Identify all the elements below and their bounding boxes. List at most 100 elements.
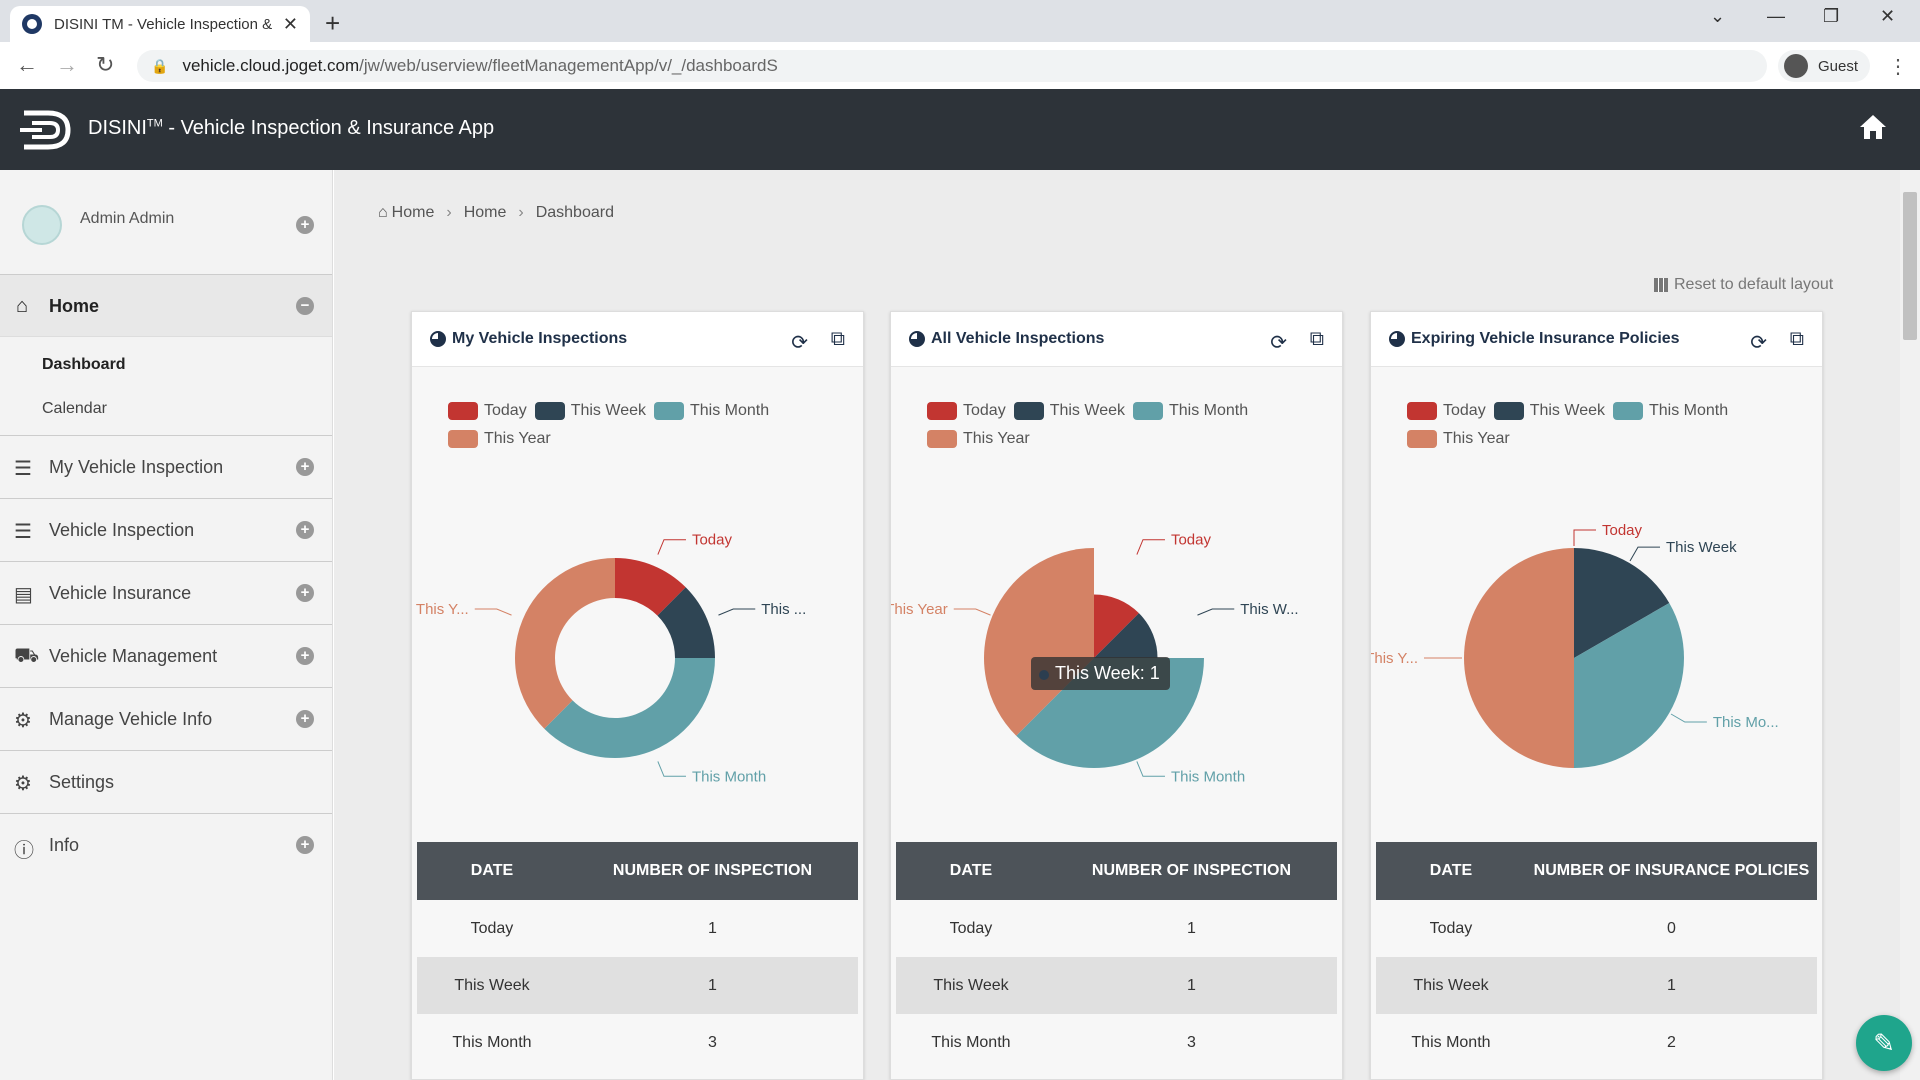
restore-icon[interactable]: ❐ <box>1823 6 1840 26</box>
expand-icon[interactable]: + <box>296 710 314 728</box>
table-cell: Today <box>417 900 567 957</box>
table-row[interactable]: This Month 2 <box>1376 1014 1817 1071</box>
table-row[interactable]: Today 0 <box>1376 900 1817 957</box>
legend-item[interactable]: This Week <box>534 402 646 420</box>
sidebar-item-manage-vehicle-info[interactable]: ⚙ Manage Vehicle Info + <box>0 688 332 751</box>
expand-icon[interactable]: + <box>296 584 314 602</box>
refresh-icon[interactable]: ⟳ <box>1750 332 1767 354</box>
table-cell: 2 <box>1525 1014 1817 1071</box>
app-logo-icon[interactable] <box>18 107 74 153</box>
table-row[interactable]: This Month 3 <box>417 1014 858 1071</box>
column-header[interactable]: DATE <box>1376 842 1526 900</box>
sidebar-item-info[interactable]: ⓘ Info + <box>0 814 332 877</box>
legend-item[interactable]: Today <box>448 402 527 420</box>
legend-item[interactable]: This Week <box>1013 402 1125 420</box>
url-input[interactable]: 🔒 vehicle.cloud.joget.com/jw/web/uservie… <box>137 50 1767 82</box>
sidebar-item-my-vehicle-inspection[interactable]: ☰ My Vehicle Inspection + <box>0 436 332 499</box>
chevron-right-icon: › <box>518 204 524 221</box>
table-row[interactable]: This Week 1 <box>896 957 1337 1014</box>
new-tab-button[interactable]: + <box>325 8 341 38</box>
pie-slice-today[interactable] <box>615 558 686 616</box>
expand-icon[interactable]: + <box>296 836 314 854</box>
refresh-icon[interactable]: ⟳ <box>1270 332 1287 354</box>
url-path: /jw/web/userview/fleetManagementApp/v/_/… <box>359 56 778 75</box>
close-window-icon[interactable]: ✕ <box>1880 6 1896 26</box>
pie-chart[interactable]: Today This Week This Mo... This Y... <box>1371 462 1823 842</box>
external-link-icon[interactable]: ⧉ <box>830 328 845 350</box>
column-header[interactable]: NUMBER OF INSURANCE POLICIES <box>1525 842 1817 900</box>
reload-icon[interactable]: ↻ <box>96 52 115 77</box>
tab-search-icon[interactable]: ⌄ <box>1710 6 1726 26</box>
user-name: Admin Admin <box>80 210 175 227</box>
external-link-icon[interactable]: ⧉ <box>1789 328 1804 350</box>
column-header[interactable]: NUMBER OF INSPECTION <box>1045 842 1337 900</box>
legend-item[interactable]: This Month <box>653 402 769 420</box>
breadcrumb-home[interactable]: Home <box>391 204 435 221</box>
sidebar-item-calendar[interactable]: Calendar <box>42 400 107 417</box>
collapse-icon[interactable]: − <box>296 297 314 315</box>
table-row[interactable]: This Week 1 <box>1376 957 1817 1014</box>
pie-slice-month[interactable] <box>1574 603 1684 768</box>
forward-icon[interactable]: → <box>56 52 78 77</box>
sidebar-item-vehicle-management[interactable]: ⛟ Vehicle Management + <box>0 625 332 688</box>
table-row[interactable]: Today 1 <box>417 900 858 957</box>
breadcrumb-home-2[interactable]: Home <box>463 204 507 221</box>
pie-slice-year[interactable] <box>515 558 615 729</box>
reset-layout-label: Reset to default layout <box>1674 276 1834 293</box>
sidebar-item-home[interactable]: ⌂ Home − <box>0 275 332 337</box>
legend-item[interactable]: This Month <box>1612 402 1728 420</box>
scrollbar-thumb[interactable] <box>1903 192 1917 340</box>
legend-item[interactable]: This Month <box>1132 402 1248 420</box>
legend-swatch <box>1612 402 1643 420</box>
expand-icon[interactable]: + <box>296 216 314 234</box>
pie-slice-week[interactable] <box>1574 548 1670 658</box>
browser-menu-icon[interactable]: ⋮ <box>1888 56 1908 78</box>
legend-item[interactable]: Today <box>1407 402 1486 420</box>
slice-label: Today <box>692 532 733 549</box>
edit-fab-button[interactable]: ✎ <box>1856 1015 1912 1071</box>
vertical-scrollbar[interactable] <box>1900 170 1920 1080</box>
profile-button[interactable]: Guest <box>1778 50 1870 82</box>
column-header[interactable]: NUMBER OF INSPECTION <box>566 842 858 900</box>
label-leader-line <box>1629 546 1660 562</box>
browser-tab[interactable]: DISINI TM - Vehicle Inspection & ✕ <box>10 6 310 42</box>
home-icon[interactable] <box>1858 113 1888 141</box>
legend-item[interactable]: This Year <box>1407 430 1510 448</box>
minimize-icon[interactable]: — <box>1767 6 1785 26</box>
table-row[interactable]: This Week 1 <box>417 957 858 1014</box>
pie-slice-year[interactable] <box>1464 548 1574 768</box>
refresh-icon[interactable]: ⟳ <box>791 332 808 354</box>
pie-slice-today[interactable] <box>1094 594 1139 658</box>
pie-chart[interactable]: Today This ... This Month This Y... <box>412 462 864 842</box>
sidebar-item-settings[interactable]: ⚙ Settings <box>0 751 332 814</box>
table-header-row: DATE NUMBER OF INSPECTION <box>417 842 858 900</box>
reset-layout-button[interactable]: Reset to default layout <box>1654 276 1833 294</box>
table-row[interactable]: This Month 3 <box>896 1014 1337 1071</box>
legend-item[interactable]: This Year <box>448 430 551 448</box>
sidebar-item-vehicle-inspection[interactable]: ☰ Vehicle Inspection + <box>0 499 332 562</box>
legend-item[interactable]: Today <box>927 402 1006 420</box>
expand-icon[interactable]: + <box>296 521 314 539</box>
sidebar-item-vehicle-insurance[interactable]: ▤ Vehicle Insurance + <box>0 562 332 625</box>
legend-item[interactable]: This Week <box>1493 402 1605 420</box>
external-link-icon[interactable]: ⧉ <box>1309 328 1324 350</box>
pie-slice-week[interactable] <box>1094 613 1158 658</box>
legend-label: This Week <box>1529 402 1605 419</box>
close-tab-icon[interactable]: ✕ <box>282 13 298 34</box>
expand-icon[interactable]: + <box>296 458 314 476</box>
app-title[interactable]: DISINITM - Vehicle Inspection & Insuranc… <box>88 117 495 139</box>
sidebar-item-dashboard[interactable]: Dashboard <box>42 356 126 373</box>
column-header[interactable]: DATE <box>896 842 1046 900</box>
label-leader-line <box>657 539 686 555</box>
pie-slice-month[interactable] <box>544 658 715 758</box>
legend-item[interactable]: This Year <box>927 430 1030 448</box>
pie-chart[interactable]: Today This W... This Month This Year <box>891 462 1343 842</box>
user-profile[interactable]: Admin Admin + <box>0 170 332 275</box>
pie-slice-year[interactable] <box>984 548 1094 736</box>
back-icon[interactable]: ← <box>16 52 38 77</box>
expand-icon[interactable]: + <box>296 647 314 665</box>
pie-slice-week[interactable] <box>657 587 715 658</box>
table-row[interactable]: Today 1 <box>896 900 1337 957</box>
legend-swatch <box>534 402 565 420</box>
column-header[interactable]: DATE <box>417 842 567 900</box>
